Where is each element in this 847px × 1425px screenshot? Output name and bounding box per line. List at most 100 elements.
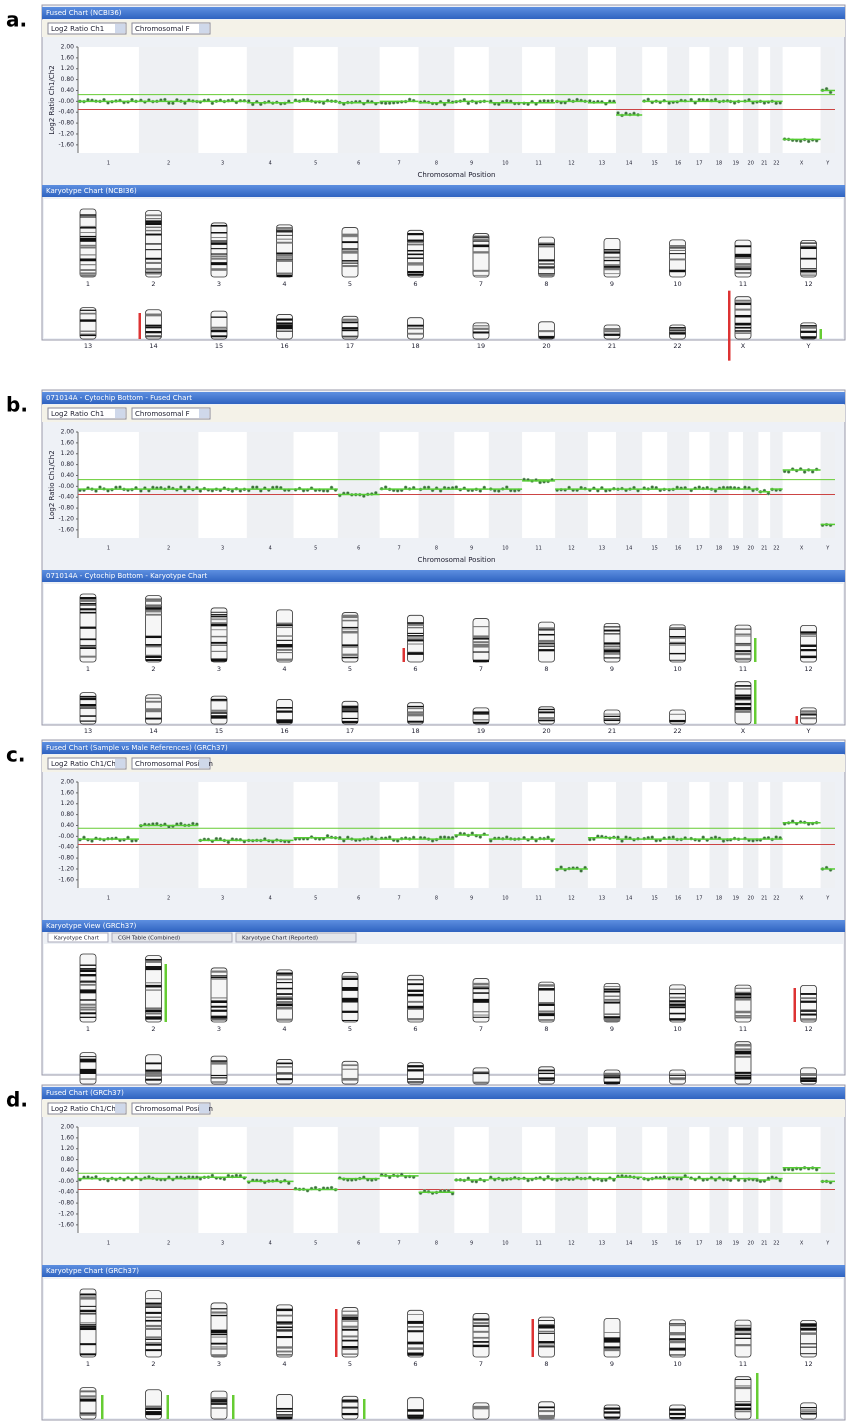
chart-title: Fused Chart (GRCh37) [46,1089,124,1097]
band [539,263,555,265]
chromosome-label: 14 [149,342,157,350]
band [342,1020,358,1021]
band [211,1354,227,1356]
chromosome-band [338,782,380,888]
y-tick-label: -0.40 [58,844,74,851]
x-tick-label: 20 [748,896,754,902]
band [670,329,686,330]
band [80,214,96,215]
band [80,254,96,255]
band [277,988,293,990]
band [801,1353,817,1354]
dropdown-arrow [115,409,125,418]
band [408,1081,424,1082]
x-tick-label: 18 [716,896,722,902]
band [735,1411,751,1413]
chromosome: 15 [211,311,227,350]
band [801,258,817,260]
band [211,1397,227,1398]
x-tick-label: 6 [357,161,360,167]
band [670,1000,686,1002]
band [342,615,358,617]
chromosome-band [821,432,835,538]
band [80,1072,96,1074]
x-axis-label: Chromosomal Position [418,556,496,564]
band [211,1315,227,1316]
chromosome-label: 6 [413,665,417,673]
band [277,1336,293,1338]
band [146,1316,162,1318]
band [277,1001,293,1003]
band [539,244,555,245]
band [146,656,162,658]
chromosome-label: 20 [542,727,550,735]
band [146,718,162,720]
y-tick-label: -0.40 [58,1189,74,1196]
y-axis-label: Log2 Ratio Ch1/Ch2 [48,65,56,134]
band [408,244,424,245]
chromosome: 1 [80,209,96,288]
chromosome: 14 [146,1390,162,1421]
chromosome: Y [801,708,817,735]
chromosome-label: 7 [479,280,483,288]
band [146,1008,162,1009]
band [408,640,424,642]
data-point [803,470,806,473]
band [146,659,162,661]
band [80,1009,96,1011]
ideogram [342,701,358,724]
chromosome-band [139,782,198,888]
ideogram [801,985,817,1022]
band [277,711,293,713]
band [277,1063,293,1065]
karyotype-area [44,584,843,723]
panel-label: c. [6,743,25,767]
band [80,1061,96,1062]
band [211,970,227,972]
y-tick-label: 0.80 [61,811,75,818]
band [146,966,162,968]
band [342,976,358,977]
chart-title: 071014A - Cytochip Bottom - Fused Chart [46,394,192,402]
aberration-call [728,291,731,361]
y-tick-label: -0.00 [58,98,74,105]
chromosome-band [616,47,642,153]
band [735,272,751,274]
band [539,337,555,339]
band [670,1006,686,1008]
band [211,232,227,233]
aberration-call [820,329,823,339]
band [408,1065,424,1066]
band [408,1409,424,1412]
y-axis-label: Log2 Ratio Ch1/Ch2 [48,450,56,519]
band [277,649,293,650]
band [473,1407,489,1409]
band [80,597,96,599]
chromosome-label: 9 [610,665,614,673]
ideogram [539,1317,555,1357]
band [801,1347,817,1348]
chromosome-label: 5 [348,1360,352,1368]
ideogram [408,975,424,1022]
data-point [447,99,450,102]
band [408,1416,424,1417]
band [342,252,358,254]
band [342,657,358,658]
band [408,1417,424,1419]
x-tick-label: 15 [651,161,657,167]
x-tick-label: 10 [502,1241,508,1247]
chromosome-label: Y [806,342,811,350]
band [342,1011,358,1012]
band [670,253,686,254]
dropdown-arrow [199,1104,209,1113]
data-point [179,486,182,489]
chromosome: 13 [80,308,96,350]
x-tick-label: 8 [435,161,438,167]
band [211,1081,227,1082]
band [146,214,162,216]
band [408,979,424,980]
band [408,636,424,638]
band [211,258,227,260]
band [801,243,817,244]
band [604,1411,620,1413]
